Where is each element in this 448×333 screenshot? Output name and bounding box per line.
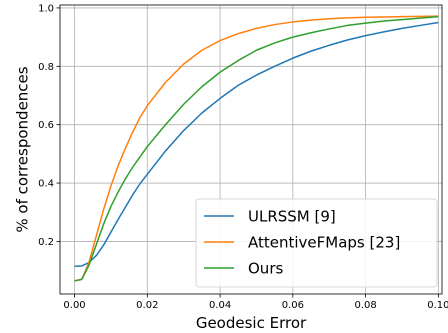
series-line: [74, 15, 439, 282]
y-tick-label: 0.6: [38, 120, 54, 131]
y-axis: 0.2 0.4 0.6 0.8 1.0: [38, 3, 60, 248]
x-axis: 0.00 0.02 0.04 0.06 0.08 0.10: [63, 294, 448, 311]
y-tick-label: 0.2: [38, 237, 54, 248]
y-tick-label: 0.4: [38, 179, 54, 190]
x-tick-label: 0.02: [136, 300, 158, 311]
y-tick-label: 1.0: [38, 3, 54, 14]
x-tick-label: 0.10: [427, 300, 448, 311]
x-tick-label: 0.06: [282, 300, 304, 311]
legend-box: [195, 198, 438, 288]
series-line: [74, 15, 439, 282]
x-axis-label: Geodesic Error: [196, 314, 307, 332]
x-tick-label: 0.00: [63, 300, 85, 311]
legend: ULRSSM [9] AttentiveFMaps [23] Ours: [195, 198, 438, 288]
x-tick-label: 0.08: [354, 300, 376, 311]
series-line: [74, 21, 439, 268]
grid-lines: [60, 5, 442, 294]
legend-label: ULRSSM [9]: [248, 208, 336, 226]
series-layer: [74, 15, 439, 282]
legend-label: AttentiveFMaps [23]: [248, 234, 400, 252]
y-tick-label: 0.8: [38, 62, 54, 73]
legend-label: Ours: [248, 260, 283, 278]
y-axis-label: % of correspondences: [13, 66, 31, 232]
x-tick-label: 0.04: [209, 300, 231, 311]
plot-frame: [59, 4, 443, 295]
